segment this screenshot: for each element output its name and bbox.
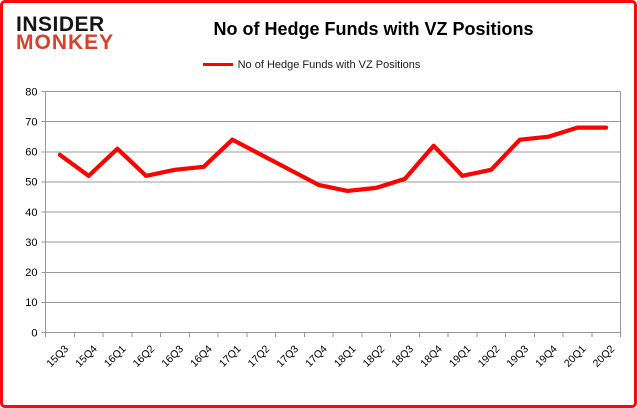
y-axis-tick-label: 80 bbox=[25, 86, 37, 98]
x-axis-tick-label: 17Q1 bbox=[217, 343, 244, 370]
y-axis-tick-label: 60 bbox=[25, 147, 37, 159]
x-axis-tick-label: 15Q4 bbox=[73, 343, 100, 370]
legend-label: No of Hedge Funds with VZ Positions bbox=[237, 59, 421, 72]
x-axis-tick-label: 17Q3 bbox=[274, 343, 301, 370]
series-line bbox=[57, 125, 609, 194]
x-axis-tick-label: 18Q1 bbox=[332, 343, 359, 370]
x-axis-tick-label: 19Q3 bbox=[504, 343, 531, 370]
line-chart-plot: 0 10 20 30 40 50 60 70 80 15Q3 15Q4 16Q1 16Q2 16Q3 16Q… bbox=[25, 86, 621, 370]
x-axis-tick-label: 15Q3 bbox=[44, 343, 71, 370]
y-axis-tick-label: 50 bbox=[25, 177, 37, 189]
x-axis-tick-label: 18Q4 bbox=[418, 343, 445, 370]
chart-legend: No of Hedge Funds with VZ Positions bbox=[3, 59, 620, 71]
x-axis-tick-label: 16Q4 bbox=[188, 343, 215, 370]
y-axis-tick-label: 70 bbox=[25, 116, 37, 128]
x-axis-tick-label: 17Q4 bbox=[303, 343, 330, 370]
x-axis-tick-label: 18Q2 bbox=[361, 343, 388, 370]
y-axis-tick-label: 30 bbox=[25, 237, 37, 249]
x-axis-tick-label: 20Q2 bbox=[591, 343, 618, 370]
y-axis-tick-label: 10 bbox=[25, 297, 37, 309]
y-axis-tick-label: 20 bbox=[25, 267, 37, 279]
x-axis-tick-label: 16Q1 bbox=[102, 343, 129, 370]
insider-monkey-logo: INSIDER MONKEY bbox=[16, 13, 115, 55]
x-axis-tick-label: 19Q4 bbox=[533, 343, 560, 370]
x-axis-tick-label: 20Q1 bbox=[562, 343, 589, 370]
logo-text-insider: INSIDER bbox=[16, 13, 105, 36]
x-axis-tick-label: 16Q3 bbox=[159, 343, 186, 370]
x-axis-tick-label: 19Q1 bbox=[447, 343, 474, 370]
legend-line-marker bbox=[202, 62, 233, 66]
x-axis-tick-label: 19Q2 bbox=[476, 343, 503, 370]
x-axis-tick-label: 18Q3 bbox=[389, 343, 416, 370]
y-axis-tick-label: 0 bbox=[31, 327, 37, 339]
chart-title: No of Hedge Funds with VZ Positions bbox=[213, 19, 534, 39]
x-axis-tick-label: 16Q2 bbox=[131, 343, 158, 370]
logo-text-monkey: MONKEY bbox=[16, 31, 115, 55]
x-axis-tick-label: 17Q2 bbox=[246, 343, 273, 370]
y-axis-tick-label: 40 bbox=[25, 207, 37, 219]
